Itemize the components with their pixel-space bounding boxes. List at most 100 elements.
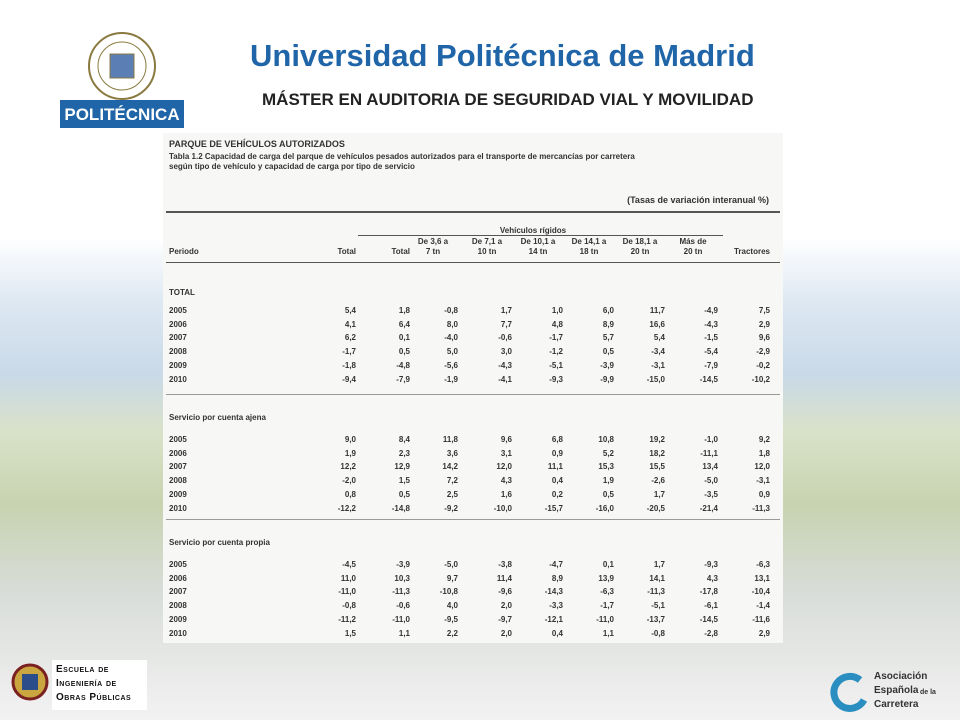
cell: -16,0 [595,503,614,513]
cell: -9,2 [444,503,458,513]
period: 2006 [169,573,187,583]
period: 2010 [169,374,187,384]
period: 2006 [169,448,187,458]
cell: -6,3 [756,560,770,569]
group-label: TOTAL [169,288,195,297]
cell: 2,3 [398,448,410,458]
cell: 2,0 [500,628,512,638]
cell: -0,8 [651,628,665,638]
caption: Tabla 1.2 Capacidad de carga del parque … [169,152,635,161]
cell: 3,6 [446,448,458,458]
cell: 9,6 [500,435,512,444]
cell: -11,0 [596,614,614,624]
period: 2008 [169,601,187,611]
cell: 2,9 [758,628,770,638]
note: (Tasas de variación interanual %) [627,195,769,205]
cell: 7,2 [446,476,458,486]
cell: -6,1 [704,601,718,611]
cell: -14,8 [391,503,410,513]
cell: 10,8 [598,435,614,444]
cell: 0,4 [551,476,563,486]
cell: 1,9 [602,476,614,486]
column-header: Periodo [169,247,199,256]
cell: 2,2 [446,628,458,638]
cell: 5,7 [602,333,614,343]
cell: -3,5 [704,489,718,499]
cell: -10,0 [493,503,512,513]
period: 2007 [169,333,187,343]
section-title: PARQUE DE VEHÍCULOS AUTORIZADOS [169,139,345,149]
cell: -1,7 [600,601,614,611]
rule [358,235,723,236]
cell: -12,1 [544,614,563,624]
cell: -12,2 [337,503,356,513]
cell: 1,1 [602,628,614,638]
cell: 4,3 [500,476,512,486]
cell: -11,3 [752,503,770,513]
rule [166,211,780,213]
cell: -10,8 [439,587,458,597]
cell: -9,5 [444,614,458,624]
cell: -1,9 [444,374,458,384]
cell: 6,2 [344,333,356,343]
cell: 1,7 [653,489,665,499]
column-header: Más de [679,237,707,246]
cell: 11,4 [496,573,512,583]
cell: -20,5 [646,503,665,513]
association-line: de la [920,689,936,696]
cell: 5,4 [344,306,356,315]
column-header: Tractores [733,247,770,256]
cell: 1,5 [398,476,410,486]
cell: 12,9 [394,462,410,472]
cell: -9,6 [498,587,512,597]
period: 2010 [169,503,187,513]
cell: -1,4 [756,601,770,611]
cell: -1,5 [704,333,718,343]
column-header: De 14,1 a [571,237,607,246]
period: 2005 [169,560,187,569]
cell: -0,8 [444,306,458,315]
cell: 4,0 [446,601,458,611]
cell: -1,0 [704,435,718,444]
cell: -4,1 [498,374,512,384]
cell: 1,7 [653,560,665,569]
cell: 19,2 [649,435,665,444]
cell: -6,3 [600,587,614,597]
cell: 16,6 [649,319,665,329]
cell: -3,1 [756,476,770,486]
cell: -2,8 [704,628,718,638]
cell: 2,5 [446,489,458,499]
rule [166,394,780,395]
aec-logo [830,672,868,712]
cell: -1,8 [342,360,356,370]
cell: -0,6 [396,601,410,611]
cell: -0,8 [342,601,356,611]
cell: 9,0 [344,435,356,444]
cell: 0,1 [398,333,410,343]
cell: 0,5 [398,489,410,499]
association-line: Asociación [874,671,928,682]
period: 2006 [169,319,187,329]
cell: 9,6 [758,333,770,343]
cell: 0,1 [602,560,614,569]
school-line: Escuela de [56,664,109,675]
cell: 11,7 [649,306,665,315]
cell: -3,1 [651,360,665,370]
cell: 4,8 [551,319,563,329]
cell: -0,6 [498,333,512,343]
cell: -9,3 [549,374,563,384]
period: 2008 [169,476,187,486]
cell: 0,4 [551,628,563,638]
group-label: Servicio por cuenta ajena [169,413,266,422]
cell: -3,8 [498,560,512,569]
cell: -4,3 [704,319,718,329]
cell: 5,2 [602,448,614,458]
cell: -5,1 [651,601,665,611]
column-header: 18 tn [579,247,599,256]
period: 2007 [169,462,187,472]
cell: 4,3 [706,573,718,583]
cell: 13,4 [702,462,718,472]
cell: -13,7 [646,614,665,624]
cell: -14,5 [699,614,718,624]
upm-logo: POLITÉCNICA [60,32,184,128]
